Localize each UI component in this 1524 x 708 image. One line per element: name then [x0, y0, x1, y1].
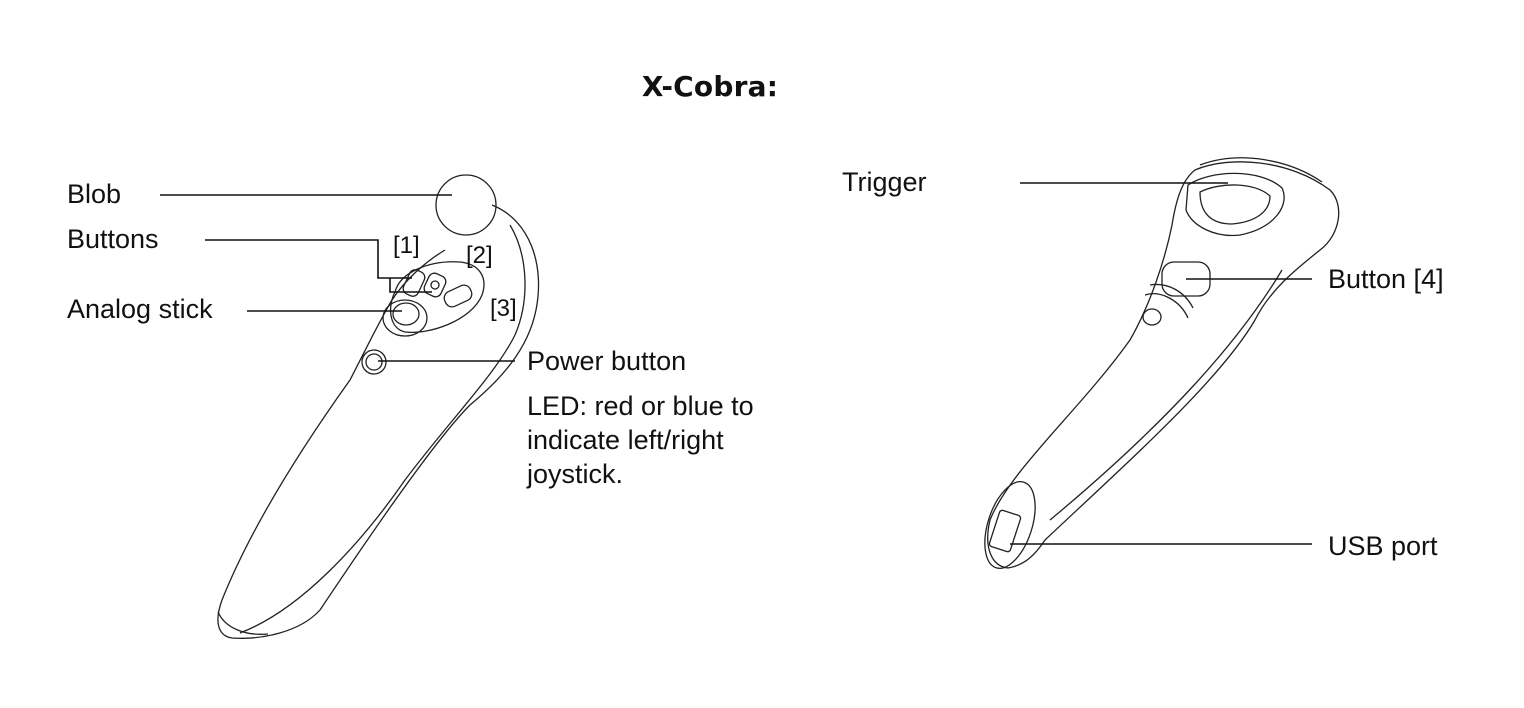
button-4-groove-1	[1144, 293, 1189, 319]
button-4-groove-2	[1149, 283, 1194, 309]
usb-port-label: USB port	[1328, 531, 1438, 561]
left-controller-inner-contour	[239, 224, 526, 634]
button-4-label: Button [4]	[1328, 264, 1444, 294]
led-note: LED: red or blue to indicate left/right …	[527, 389, 754, 491]
power-button-label: Power button	[527, 346, 687, 376]
analog-stick-label: Analog stick	[67, 294, 213, 324]
trigger-inner	[1199, 184, 1271, 225]
button-2-shape	[423, 272, 447, 298]
analog-stick-cap	[392, 302, 420, 326]
power-button-shape	[361, 349, 387, 375]
buttons-label: Buttons	[67, 224, 159, 254]
left-controller-illustration	[160, 174, 540, 639]
led-note-line-2: indicate left/right	[527, 425, 724, 455]
led-note-line-3: joystick.	[527, 459, 624, 489]
left-controller-body-outline	[217, 204, 540, 639]
usb-port-shape	[988, 509, 1022, 553]
button-cluster-bezel	[389, 261, 485, 334]
right-controller-top-ridge	[1199, 157, 1323, 183]
blob-sphere	[435, 174, 497, 236]
usb-port-end-cap	[984, 481, 1036, 569]
button-2-label: [2]	[466, 242, 493, 269]
trigger-shape	[1185, 172, 1285, 237]
led-note-line-1: LED: red or blue to	[527, 391, 754, 421]
right-controller-body-outline	[987, 161, 1340, 569]
diagram-title: X-Cobra:	[641, 70, 779, 103]
button-1-label: [1]	[393, 232, 420, 259]
right-controller-illustration	[984, 157, 1340, 569]
button-cluster	[382, 261, 485, 337]
power-button-inner	[365, 353, 383, 371]
button-3-label: [3]	[490, 295, 517, 322]
left-controller-bottom-edge	[217, 611, 269, 635]
blob-label: Blob	[67, 179, 122, 209]
buttons-leader-line	[205, 239, 412, 279]
trigger-label: Trigger	[842, 167, 927, 197]
button-3-shape	[443, 284, 473, 308]
button-2-dot	[430, 280, 440, 290]
buttons-leader-line-2	[389, 278, 432, 293]
right-controller-led	[1142, 308, 1162, 326]
button-1-shape	[402, 269, 426, 297]
right-controller-side-contour	[1049, 269, 1283, 521]
analog-stick-base	[382, 299, 428, 337]
